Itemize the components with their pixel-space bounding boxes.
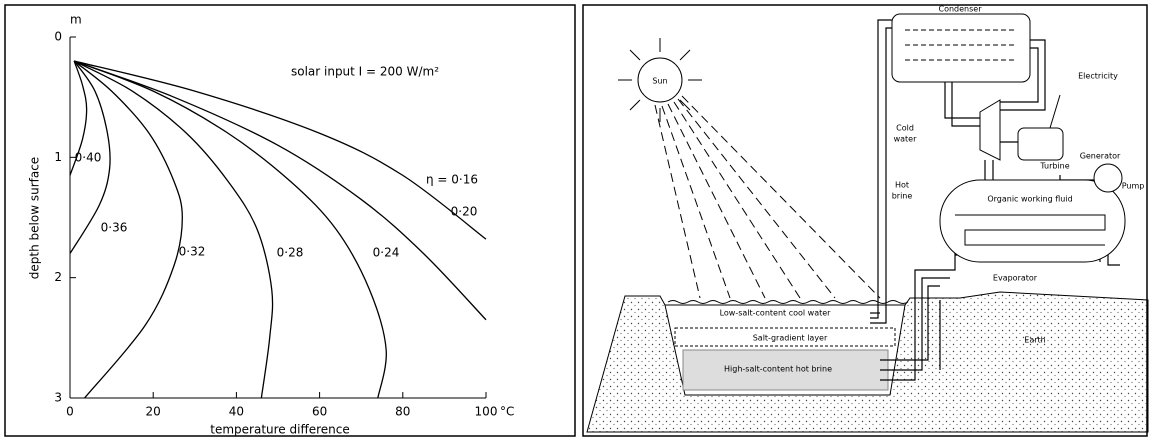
diagram-label: High-salt-content hot brine — [724, 365, 832, 374]
diagram-label: Hot — [895, 181, 909, 190]
turbine — [980, 100, 1000, 160]
curve-label: 0·40 — [75, 151, 102, 165]
pump — [1094, 164, 1122, 192]
water-surface — [668, 301, 908, 304]
diagram-label: Condenser — [939, 5, 983, 14]
chart-panel: m °C temperature difference depth below … — [5, 5, 575, 437]
curve-label: 0·28 — [277, 246, 304, 260]
x-tick-label: 80 — [395, 405, 410, 419]
curve — [74, 61, 182, 398]
x-tick-label: 20 — [146, 405, 161, 419]
diagram-label: Sun — [652, 77, 667, 86]
diagram-label: water — [894, 135, 918, 144]
x-unit: °C — [500, 405, 514, 419]
x-tick-label: 60 — [312, 405, 327, 419]
curve-label: 0·32 — [179, 245, 206, 259]
figure: m °C temperature difference depth below … — [0, 0, 1152, 441]
x-tick-label: 40 — [229, 405, 244, 419]
condenser — [892, 14, 1030, 82]
diagram-label: Earth — [1024, 336, 1045, 345]
y-tick-label: 3 — [54, 391, 62, 405]
page: m °C temperature difference depth below … — [0, 0, 1152, 441]
curve-label: 0·36 — [101, 221, 128, 235]
curve-label: η = 0·16 — [426, 173, 478, 187]
sun-beams — [655, 96, 880, 298]
generator — [1018, 128, 1063, 160]
x-tick-label: 100 — [475, 405, 498, 419]
curve-label: 0·20 — [451, 205, 478, 219]
curve-label: 0·24 — [373, 246, 400, 260]
annotation: solar input I = 200 W/m² — [291, 65, 439, 79]
y-axis-title: depth below surface — [28, 157, 42, 279]
evaporator — [940, 180, 1125, 262]
diagram-panel: Condenser Electricity Generator Turbine Pump… — [583, 5, 1148, 437]
diagram-label: Electricity — [1078, 72, 1118, 81]
diagram-label: brine — [892, 192, 913, 201]
diagram-label: Cold — [896, 124, 914, 133]
diagram-label: Salt-gradient layer — [753, 334, 828, 343]
diagram-label: Pump — [1122, 182, 1145, 191]
y-tick-label: 1 — [54, 150, 62, 164]
x-axis-title: temperature difference — [210, 423, 349, 437]
diagram-label: Generator — [1080, 152, 1121, 161]
x-tick-label: 0 — [66, 405, 74, 419]
curve — [74, 61, 486, 239]
electric-wire — [1050, 95, 1060, 128]
y-tick-label: 2 — [54, 270, 62, 284]
y-tick-label: 0 — [54, 30, 62, 44]
diagram-label: Low-salt-content cool water — [720, 309, 832, 318]
diagram-label: Organic working fluid — [987, 195, 1072, 204]
diagram-label: Evaporator — [993, 274, 1038, 283]
diagram-label: Turbine — [1039, 162, 1069, 171]
y-unit: m — [70, 13, 82, 27]
